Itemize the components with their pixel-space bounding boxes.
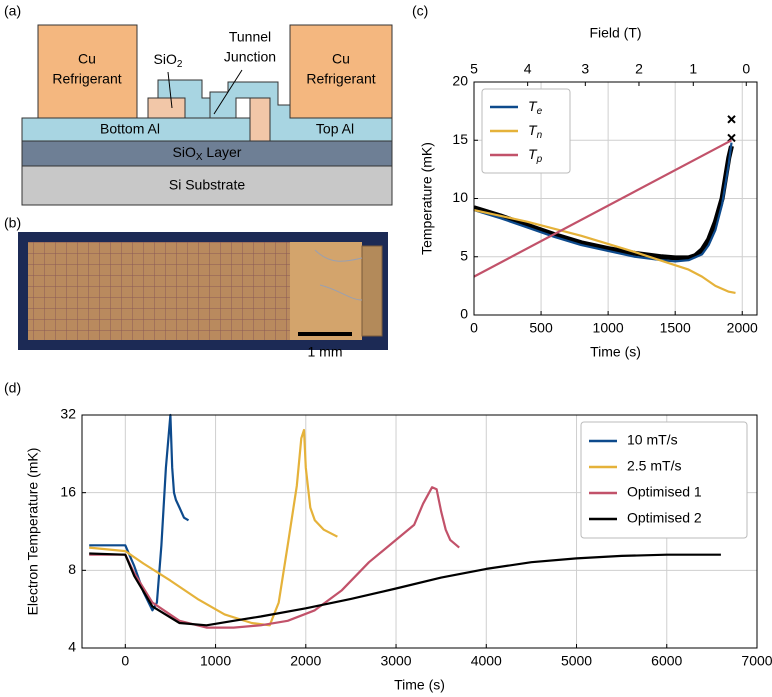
x2-tick-label: 0 bbox=[742, 61, 750, 77]
arrow bbox=[213, 69, 243, 115]
legend-label: Optimised 2 bbox=[627, 510, 702, 526]
arrow bbox=[167, 71, 173, 109]
y-tick-label: 4 bbox=[68, 639, 76, 655]
y-tick-label: 10 bbox=[452, 189, 468, 205]
series-line bbox=[89, 486, 460, 629]
x2-tick-label: 3 bbox=[581, 61, 589, 77]
x-axis-label: Time (s) bbox=[590, 344, 641, 360]
label: Refrigerant bbox=[306, 71, 375, 87]
x-tick-label: 1000 bbox=[200, 653, 231, 669]
series-line bbox=[473, 145, 734, 261]
y-tick-label: 16 bbox=[60, 483, 76, 499]
heater-grid bbox=[28, 242, 290, 340]
x-tick-label: 0 bbox=[470, 320, 478, 336]
plot-frame bbox=[81, 414, 758, 649]
x2-tick-label: 5 bbox=[470, 61, 478, 77]
y-tick-label: 20 bbox=[452, 73, 468, 89]
legend-label: 10 mT/s bbox=[627, 432, 678, 448]
bond-pads bbox=[361, 245, 383, 337]
panel-label: (c) bbox=[412, 3, 428, 19]
panel-label: (d) bbox=[4, 380, 21, 396]
label: Bottom Al bbox=[100, 121, 160, 137]
x-tick-label: 3000 bbox=[380, 653, 411, 669]
label: SiOX Layer bbox=[173, 144, 242, 163]
y-tick-label: 8 bbox=[68, 561, 76, 577]
label: Cu bbox=[78, 51, 96, 67]
y-axis-label: Temperature (mK) bbox=[419, 142, 435, 255]
x2-tick-label: 4 bbox=[524, 61, 532, 77]
label: Si Substrate bbox=[169, 177, 245, 193]
panel-label: (b) bbox=[4, 215, 21, 231]
legend-label: Tn bbox=[528, 122, 543, 141]
x-tick-label: 7000 bbox=[741, 653, 772, 669]
scale-bar bbox=[298, 332, 352, 336]
marker bbox=[727, 115, 736, 124]
legend-box bbox=[481, 88, 571, 174]
x2-tick-label: 2 bbox=[635, 61, 643, 77]
siox-layer bbox=[21, 140, 393, 167]
series-line bbox=[473, 209, 736, 294]
label: Refrigerant bbox=[52, 71, 121, 87]
series-line bbox=[89, 428, 338, 627]
x-tick-label: 2000 bbox=[727, 320, 758, 336]
x-tick-label: 500 bbox=[529, 320, 553, 336]
marker bbox=[727, 133, 736, 143]
bond-wire bbox=[314, 249, 363, 301]
series-line bbox=[473, 142, 733, 263]
cu-refrigerant bbox=[289, 24, 393, 119]
x2-tick-label: 1 bbox=[689, 61, 697, 77]
legend-label: Te bbox=[528, 98, 543, 117]
legend-box bbox=[580, 421, 748, 539]
label: Junction bbox=[224, 49, 276, 65]
x-tick-label: 6000 bbox=[651, 653, 682, 669]
x-tick-label: 0 bbox=[121, 653, 129, 669]
y-tick-label: 5 bbox=[460, 247, 468, 263]
y-tick-label: 15 bbox=[452, 131, 468, 147]
sio2-block bbox=[249, 97, 271, 142]
y-tick-label: 32 bbox=[60, 406, 76, 422]
label: Tunnel bbox=[229, 29, 271, 45]
x-tick-label: 2000 bbox=[290, 653, 321, 669]
x-tick-label: 4000 bbox=[471, 653, 502, 669]
sio2-block bbox=[147, 97, 186, 119]
legend-label: 2.5 mT/s bbox=[627, 458, 681, 474]
legend-label: Optimised 1 bbox=[627, 484, 702, 500]
cu-refrigerant bbox=[37, 24, 138, 119]
series-line bbox=[473, 139, 733, 278]
series-line bbox=[89, 413, 190, 612]
label: Cu bbox=[332, 51, 350, 67]
substrate bbox=[21, 165, 393, 206]
legend-label: Tp bbox=[528, 146, 543, 165]
label: Top Al bbox=[316, 121, 354, 137]
device-photo: 1 mm bbox=[18, 232, 388, 360]
pad-region bbox=[290, 242, 362, 340]
device-diagram: Cu Refrigerant Cu Refrigerant SiO2 Tunne… bbox=[21, 24, 393, 206]
plot-frame bbox=[473, 81, 758, 316]
y-axis-label: Electron Temperature (mK) bbox=[25, 448, 41, 616]
y-tick-label: 0 bbox=[460, 306, 468, 322]
panel-label: (a) bbox=[4, 3, 21, 19]
series-line bbox=[89, 552, 721, 627]
x-tick-label: 1500 bbox=[660, 320, 691, 336]
x2-axis-label: Field (T) bbox=[589, 25, 641, 41]
x-axis-label: Time (s) bbox=[394, 677, 445, 693]
label: SiO2 bbox=[154, 51, 183, 70]
scale-label: 1 mm bbox=[308, 344, 343, 360]
x-tick-label: 1000 bbox=[593, 320, 624, 336]
x-tick-label: 5000 bbox=[561, 653, 592, 669]
